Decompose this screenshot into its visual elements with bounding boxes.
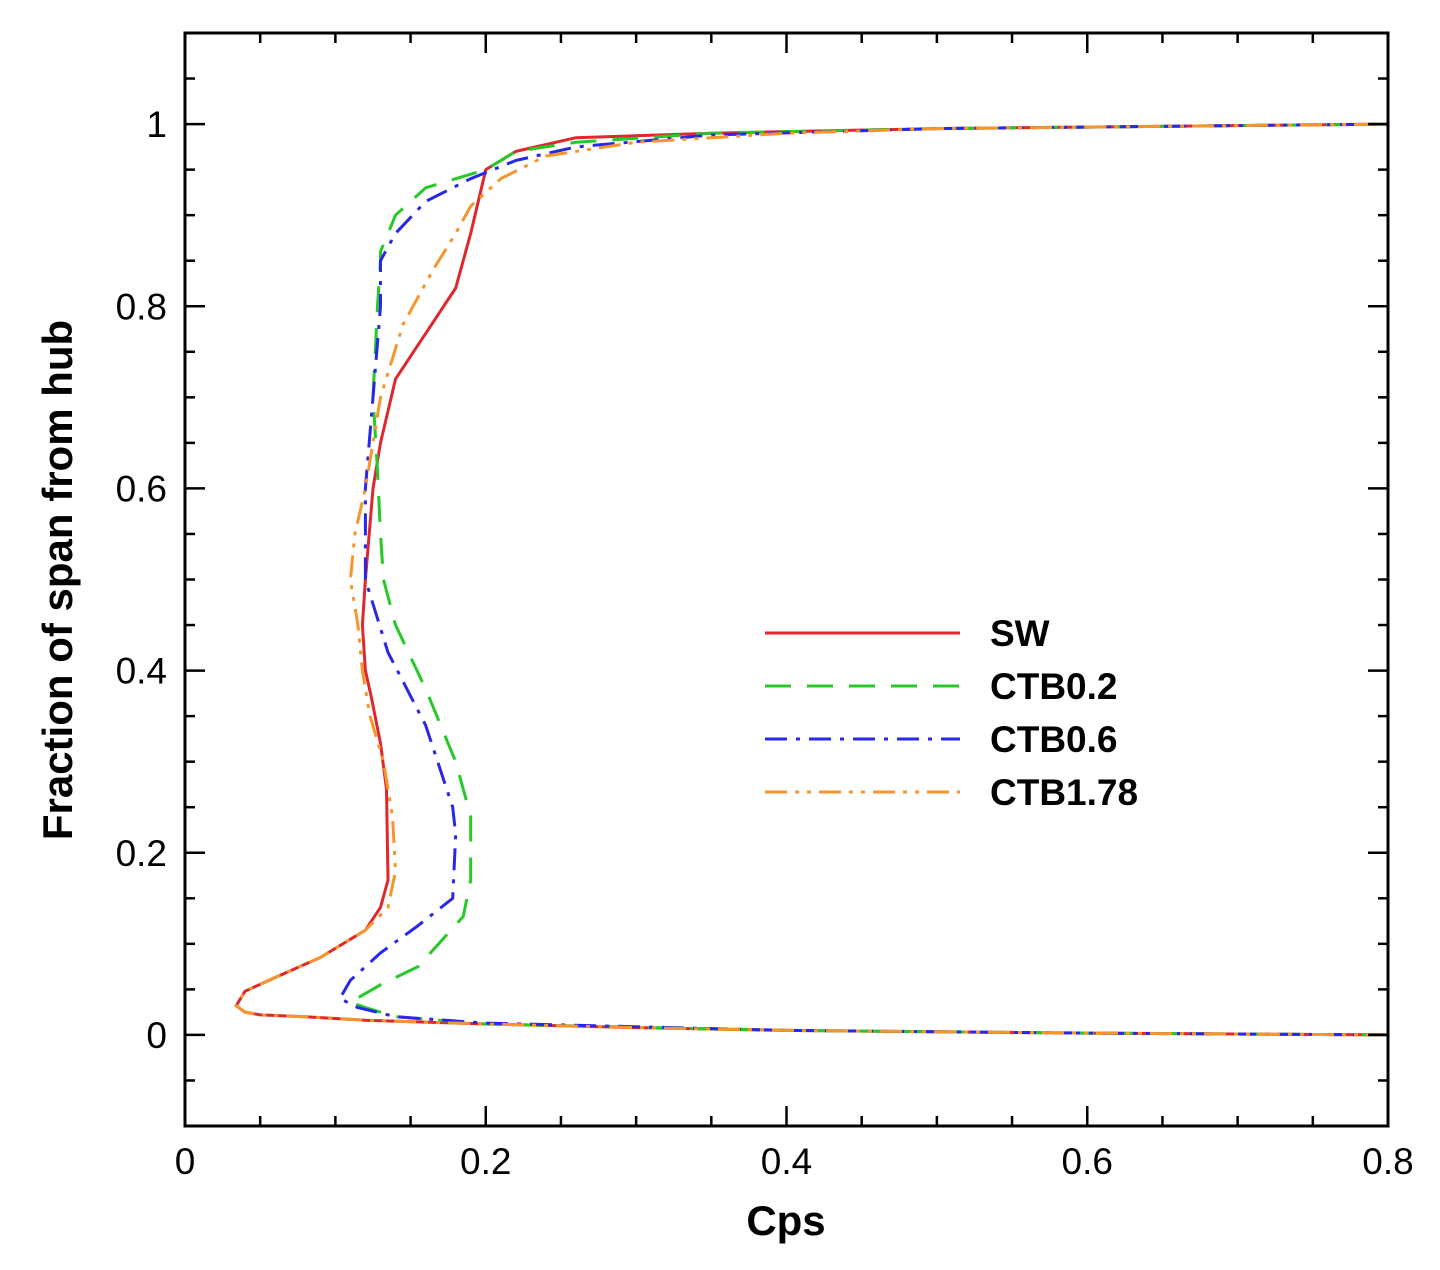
legend-label: CTB0.2 [990, 666, 1117, 707]
series-line-ctb1-78 [234, 122, 1388, 1037]
series-group [234, 122, 1388, 1037]
tick-labels-group: 0 0.2 0.4 0.6 0.8 0 0.2 0.4 0.6 0.8 1 [116, 104, 1414, 1182]
y-tick-label: 0.8 [116, 286, 167, 327]
y-tick-label: 0 [146, 1015, 167, 1056]
x-tick-label: 0.2 [460, 1141, 511, 1182]
x-tick-label: 0.8 [1362, 1141, 1413, 1182]
legend-label: CTB0.6 [990, 719, 1117, 760]
series-line-ctb0-6 [338, 122, 1388, 1037]
legend-label: SW [990, 613, 1050, 654]
y-tick-label: 0.4 [116, 651, 167, 692]
x-tick-label: 0.4 [761, 1141, 812, 1182]
x-axis-title: Cps [746, 1197, 825, 1244]
series-line-ctb0-2 [348, 122, 1388, 1037]
series-line-sw [234, 122, 1388, 1037]
legend: SW CTB0.2 CTB0.6 CTB1.78 [765, 613, 1138, 813]
legend-label: CTB1.78 [990, 772, 1138, 813]
y-tick-label: 0.2 [116, 833, 167, 874]
x-tick-label: 0.6 [1062, 1141, 1113, 1182]
y-tick-label: 0.6 [116, 468, 167, 509]
y-axis-title: Fraction of span from hub [34, 320, 81, 840]
y-tick-label: 1 [146, 104, 167, 145]
x-tick-label: 0 [175, 1141, 196, 1182]
ticks-group [183, 31, 1390, 1128]
